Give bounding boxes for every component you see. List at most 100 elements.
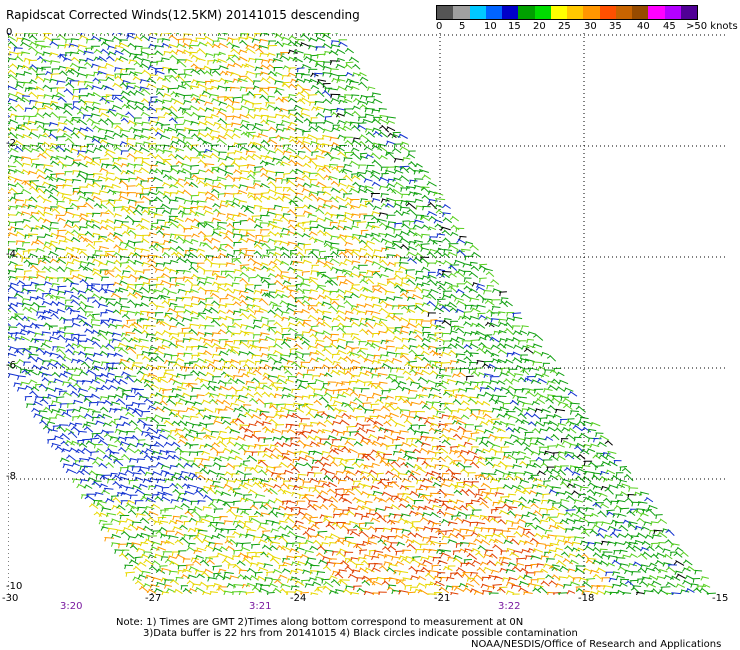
wind-barb-tick <box>55 106 59 111</box>
wind-barb <box>344 163 352 167</box>
wind-barb <box>233 78 242 83</box>
wind-barb-tick <box>21 147 26 152</box>
wind-barb-tick <box>101 277 103 282</box>
wind-barb-tick <box>121 206 124 211</box>
wind-barb-tick <box>150 97 152 102</box>
wind-barb <box>101 139 109 145</box>
wind-barb <box>309 191 318 195</box>
wind-barb <box>160 124 171 126</box>
wind-barb-tick <box>168 153 172 158</box>
wind-barb-tick <box>69 69 73 73</box>
wind-barb <box>227 216 236 222</box>
wind-barb <box>247 238 256 243</box>
wind-barb-tick <box>20 51 24 56</box>
wind-barb <box>36 247 45 252</box>
wind-barb-tick <box>225 104 230 109</box>
wind-barb-tick <box>314 165 318 170</box>
wind-barb-tick <box>316 197 320 202</box>
wind-barb-tick <box>259 215 262 220</box>
wind-barb <box>62 184 73 187</box>
wind-barb-tick <box>161 67 165 72</box>
wind-barb-tick <box>315 182 320 186</box>
wind-barb <box>304 155 312 160</box>
wind-barb-tick <box>20 211 24 216</box>
wind-barb-tick <box>21 257 24 263</box>
wind-barb-tick <box>162 174 167 179</box>
wind-barb-tick <box>140 226 144 230</box>
wind-barb-tick <box>218 253 222 258</box>
wind-barb <box>205 222 215 229</box>
wind-barb-tick <box>418 169 422 174</box>
wind-barb-tick <box>335 64 339 69</box>
wind-barb <box>154 45 165 48</box>
wind-barb <box>323 203 333 209</box>
wind-barb-tick <box>42 199 46 204</box>
wind-barb-tick <box>344 235 347 240</box>
wind-barb-tick <box>483 268 486 273</box>
wind-barb <box>129 90 136 96</box>
wind-barb <box>205 120 214 126</box>
wind-barb <box>148 191 157 196</box>
wind-barb <box>84 266 93 272</box>
wind-barb-tick <box>174 154 178 159</box>
wind-barb <box>409 179 418 182</box>
wind-barb-tick <box>204 178 207 183</box>
wind-barb-tick <box>65 307 70 311</box>
wind-barb-tick <box>65 67 68 72</box>
wind-barb-tick <box>124 244 128 249</box>
wind-barb <box>8 159 9 161</box>
wind-barb-tick <box>42 133 46 137</box>
wind-barb-tick <box>386 183 390 188</box>
wind-barb <box>139 193 149 195</box>
wind-barb-tick <box>69 203 74 208</box>
wind-barb-tick <box>147 136 151 141</box>
wind-barb-tick <box>34 86 38 91</box>
wind-barb-tick <box>64 44 67 49</box>
wind-barb-tick <box>344 85 348 90</box>
wind-barb-tick <box>110 293 115 298</box>
wind-barb-tick <box>211 44 216 49</box>
wind-barb-tick <box>94 250 97 255</box>
wind-barb-tick <box>148 169 152 174</box>
wind-barb-tick <box>363 253 368 257</box>
wind-barb <box>220 33 228 35</box>
wind-barb <box>40 45 51 48</box>
wind-barb-tick <box>65 82 70 87</box>
wind-barb-tick <box>281 43 285 48</box>
wind-barb <box>254 122 264 126</box>
wind-barb-tick <box>119 74 122 79</box>
wind-barb-tick <box>190 195 193 200</box>
wind-barb-tick <box>464 256 467 261</box>
wind-barb <box>44 84 52 90</box>
wind-barb-tick <box>168 106 173 110</box>
wind-barb-tick <box>437 286 442 290</box>
wind-barb-tick <box>147 191 151 196</box>
wind-barb-tick <box>147 106 151 111</box>
wind-barb-tick <box>29 186 33 190</box>
wind-barb <box>83 192 94 194</box>
wind-barb-tick <box>254 285 256 290</box>
wind-barb <box>352 233 361 237</box>
legend-label: >50 knots <box>686 21 738 32</box>
wind-barb-tick <box>308 38 312 42</box>
wind-barb-tick <box>14 116 17 121</box>
wind-barb-tick <box>112 96 117 101</box>
wind-barb-tick <box>112 267 116 271</box>
wind-barb-tick <box>28 46 33 51</box>
wind-barb <box>135 101 145 105</box>
wind-barb <box>70 148 79 152</box>
wind-barb-tick <box>406 154 410 158</box>
wind-barb-tick <box>280 33 283 36</box>
wind-barb-tick <box>259 155 263 160</box>
wind-barb-tick <box>239 124 244 129</box>
wind-barb <box>381 247 389 250</box>
wind-barb-tick <box>41 151 46 155</box>
wind-barb <box>253 125 263 132</box>
wind-barb <box>198 121 207 126</box>
wind-barb-tick <box>34 225 38 230</box>
wind-barb-tick <box>92 125 97 130</box>
wind-barb-tick <box>113 144 116 149</box>
wind-barb-tick <box>442 260 447 265</box>
wind-barb-tick <box>35 248 39 253</box>
wind-barb-tick <box>336 79 339 84</box>
